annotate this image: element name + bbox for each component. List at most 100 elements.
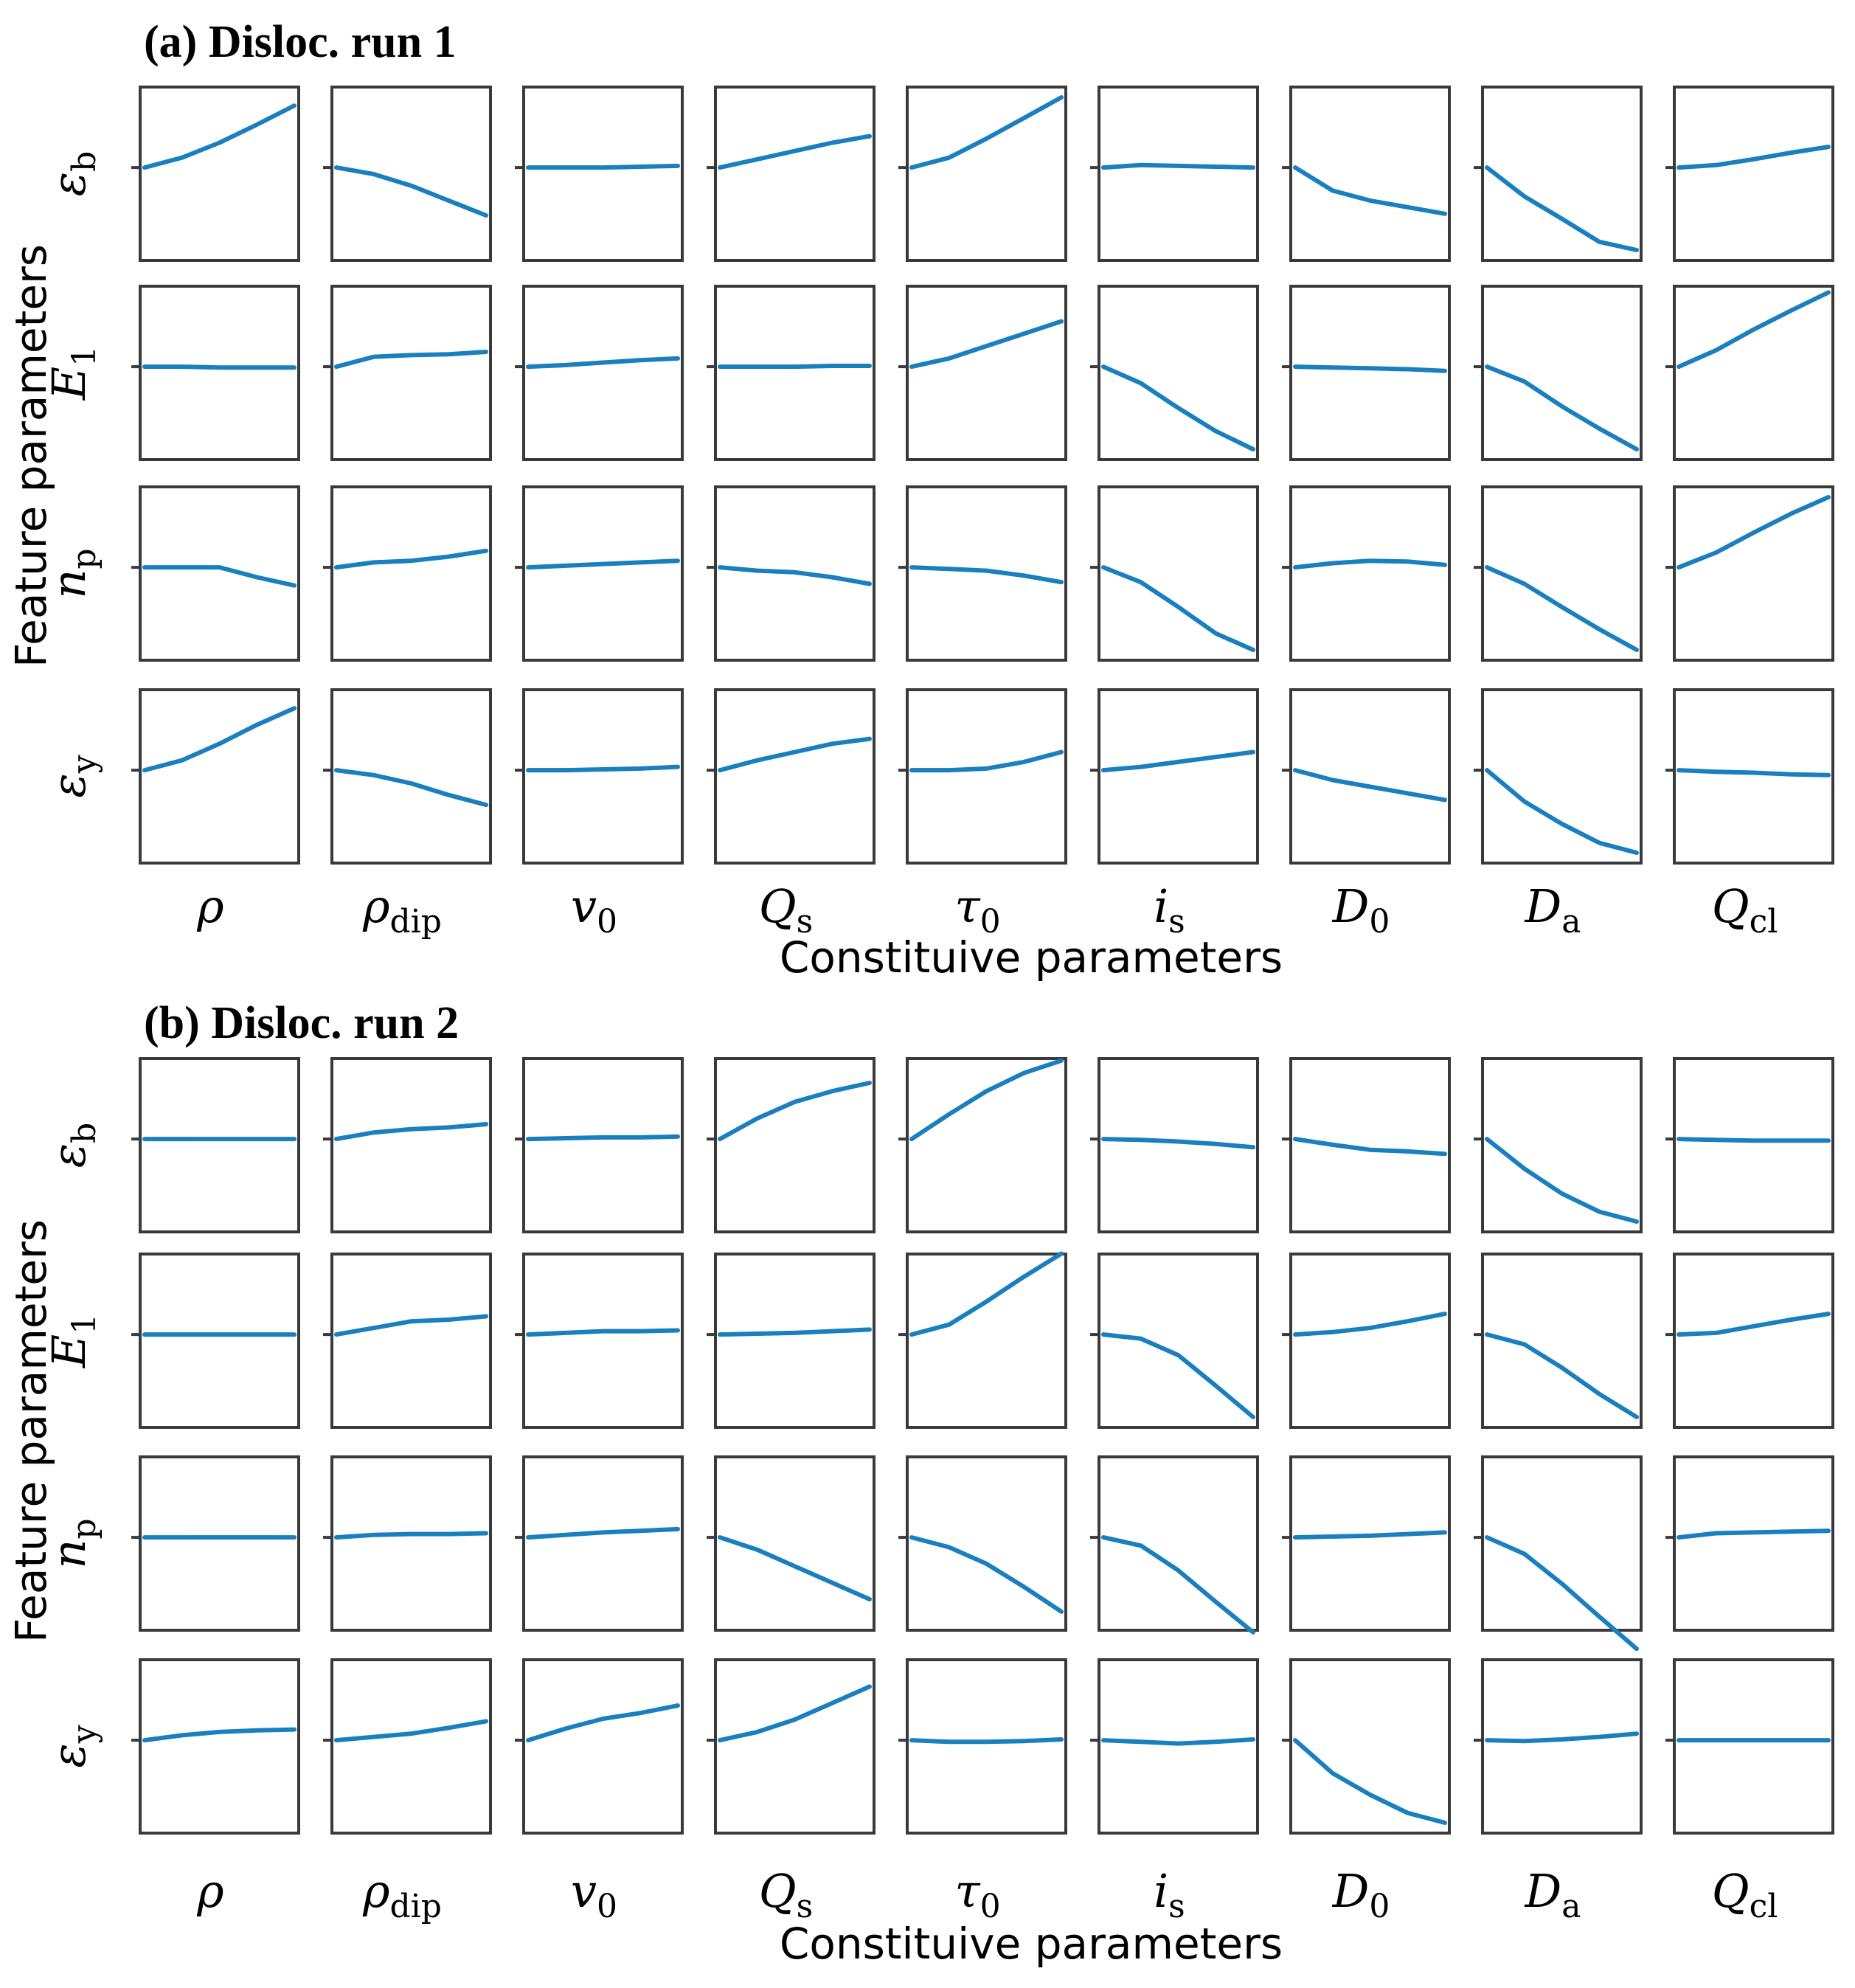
panel-a-col-label-5-symbol: i (1154, 879, 1168, 933)
sensitivity-curve (334, 1719, 488, 1743)
sensitivity-curve (1485, 1137, 1639, 1224)
panel-b-col-label-7: Da (1525, 1864, 1581, 1925)
sensitivity-curve (1485, 165, 1639, 252)
panel-b-subplot-r1-c4 (898, 1251, 1067, 1429)
panel-b-subplot-r0-c2 (515, 1057, 684, 1233)
sensitivity-curve (718, 1081, 872, 1142)
subplot-frame (1289, 285, 1451, 461)
subplot-frame (139, 1658, 300, 1835)
panel-b-subplot-r2-c1 (323, 1455, 492, 1632)
panel-a-subplot-r0-c8 (1665, 86, 1834, 262)
panel-a-subplot-r0-c5 (1090, 86, 1259, 262)
subplot-frame (330, 86, 492, 262)
panel-a-row-label-3-subscript: y (66, 755, 103, 774)
subplot-frame (714, 1253, 876, 1429)
sensitivity-curve (1293, 1530, 1447, 1540)
subplot-frame (906, 1057, 1067, 1233)
panel-a-row-label-0-subscript: b (66, 151, 103, 172)
subplot-frame (330, 1253, 492, 1429)
sensitivity-curve (718, 364, 872, 370)
subplot-frame (906, 688, 1067, 865)
panel-b-col-label-6-subscript: 0 (1369, 1888, 1390, 1925)
panel-a-subplot-r1-c1 (323, 285, 492, 461)
panel-a-subplot-r3-c7 (1474, 688, 1643, 865)
panel-a-col-label-4: τ0 (954, 879, 1000, 941)
panel-b-subplot-r3-c6 (1282, 1658, 1451, 1835)
subplot-frame (906, 285, 1067, 461)
sensitivity-curve (718, 1535, 872, 1601)
sensitivity-curve (909, 1058, 1064, 1142)
sensitivity-curve (142, 1727, 297, 1743)
panel-b-subplot-r1-c2 (515, 1253, 684, 1429)
panel-a-col-label-8-subscript: cl (1750, 903, 1778, 941)
panel-a-subplot-r2-c1 (323, 485, 492, 662)
sensitivity-curve (909, 319, 1064, 370)
sensitivity-curve (334, 1314, 488, 1337)
subplot-frame (1673, 1658, 1834, 1835)
subplot-frame (1098, 485, 1259, 662)
sensitivity-curve (526, 1526, 680, 1540)
subplot-frame (1673, 1253, 1834, 1429)
subplot-frame (1481, 1658, 1643, 1835)
panel-a-row-label-0: εb (42, 151, 103, 196)
panel-b-col-label-8-symbol: Q (1712, 1864, 1750, 1918)
panel-b-col-label-8-subscript: cl (1750, 1888, 1778, 1925)
subplot-frame (1289, 485, 1451, 662)
panel-b-col-label-7-subscript: a (1561, 1888, 1581, 1925)
panel-b-col-label-4-subscript: 0 (980, 1888, 1001, 1925)
subplot-frame (1481, 1455, 1643, 1632)
subplot-frame (714, 285, 876, 461)
panel-a-subplot-r0-c4 (898, 86, 1067, 262)
subplot-frame (139, 485, 300, 662)
panel-a-col-label-3: Qs (759, 879, 813, 941)
panel-a-row-label-2: np (42, 548, 103, 598)
panel-a-row-label-3-symbol: ε (42, 773, 96, 797)
sensitivity-curve (526, 163, 680, 170)
panel-a-col-label-0: ρ (196, 879, 223, 933)
panel-a-subplot-r0-c6 (1282, 86, 1451, 262)
sensitivity-curve (526, 764, 680, 773)
panel-b-subplot-r2-c3 (707, 1455, 876, 1632)
panel-b-subplot-r2-c5 (1090, 1455, 1259, 1635)
panel-b-subplot-r1-c7 (1474, 1253, 1643, 1429)
sensitivity-curve (1101, 749, 1255, 773)
subplot-frame (522, 86, 684, 262)
panel-b-col-label-4: τ0 (954, 1864, 1000, 1925)
subplot-frame (906, 86, 1067, 262)
panel-b-subplot-r3-c5 (1090, 1658, 1259, 1835)
sensitivity-curve (142, 565, 297, 588)
panel-a-subplot-r0-c0 (131, 86, 300, 262)
panel-a-col-label-7-symbol: D (1525, 879, 1562, 933)
sensitivity-curve (1485, 768, 1639, 855)
panel-a-col-label-0-symbol: ρ (196, 879, 223, 933)
sensitivity-curve (1677, 290, 1831, 370)
panel-b-row-label-1: E1 (42, 1314, 103, 1368)
sensitivity-curve (1101, 1535, 1255, 1635)
sensitivity-curve (909, 95, 1064, 170)
panel-b-col-label-0-symbol: ρ (196, 1864, 223, 1918)
panel-b-row-label-2: np (42, 1518, 103, 1568)
sensitivity-curve (526, 356, 680, 370)
panel-b-row-label-1-symbol: E (42, 1334, 96, 1368)
panel-a-col-label-5-subscript: s (1168, 903, 1185, 941)
sensitivity-curve (526, 558, 680, 570)
subplot-frame (1098, 1658, 1259, 1835)
panel-a-col-label-5: is (1154, 879, 1185, 941)
panel-b-subplot-r0-c1 (323, 1057, 492, 1233)
panel-b-subplot-r2-c6 (1282, 1455, 1451, 1632)
subplot-frame (1289, 1455, 1451, 1632)
panel-a-col-label-2: v0 (571, 879, 617, 941)
panel-a-y-axis-title: Feature parameters (6, 244, 56, 668)
panel-a-subplot-r3-c1 (323, 688, 492, 865)
sensitivity-curve (1293, 558, 1447, 570)
sensitivity-curve (526, 1328, 680, 1337)
subplot-frame (1481, 86, 1643, 262)
panel-a-subplot-r2-c3 (707, 485, 876, 662)
panel-b-row-label-0: εb (42, 1123, 103, 1168)
subplot-frame (522, 1658, 684, 1835)
subplot-frame (330, 1455, 492, 1632)
panel-a-col-label-6-symbol: D (1332, 879, 1370, 933)
subplot-frame (1289, 1057, 1451, 1233)
sensitivity-curve (334, 350, 488, 370)
